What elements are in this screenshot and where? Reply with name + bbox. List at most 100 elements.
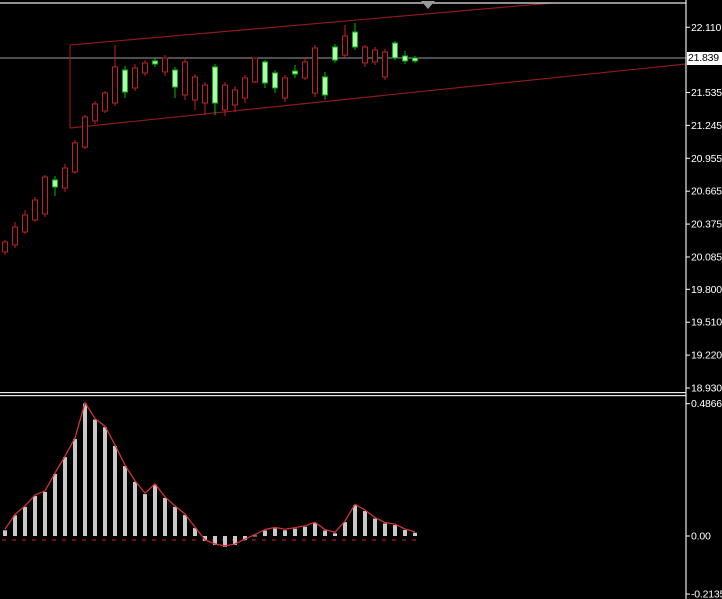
signal-line xyxy=(4,401,416,547)
price-axis-label: 20.955 xyxy=(691,153,722,165)
histogram-bar xyxy=(113,445,117,536)
candle-bearish xyxy=(22,214,28,233)
histogram-bar xyxy=(133,481,137,536)
price-axis-label: 21.245 xyxy=(691,120,722,132)
histogram-bar xyxy=(343,522,347,536)
histogram-bar xyxy=(363,510,367,536)
indicator-axis-label: -0.2135 xyxy=(691,589,722,599)
candle-bearish xyxy=(382,51,388,78)
candle-bearish xyxy=(192,76,198,101)
candle-bearish xyxy=(32,199,38,221)
candle-bearish xyxy=(62,167,68,189)
histogram-bar xyxy=(223,536,227,547)
histogram-bar xyxy=(123,466,127,536)
candle-bearish xyxy=(222,84,228,111)
histogram-bar xyxy=(93,419,97,536)
histogram-bar xyxy=(393,525,397,536)
histogram-bar xyxy=(183,515,187,536)
histogram-bar xyxy=(43,491,47,536)
histogram-bar xyxy=(413,532,417,536)
candle-bearish xyxy=(42,176,48,215)
histogram-bar xyxy=(233,536,237,545)
candle-bullish xyxy=(332,46,338,61)
histogram-bar xyxy=(213,536,217,545)
candle-bearish xyxy=(2,241,8,253)
candle-bullish xyxy=(172,69,178,88)
panel-divider[interactable] xyxy=(0,395,686,397)
candle-bearish xyxy=(232,89,238,106)
price-axis-label: 20.665 xyxy=(691,186,722,198)
histogram-bar xyxy=(143,494,147,536)
candle-bullish xyxy=(392,42,398,59)
histogram-bar xyxy=(353,505,357,536)
candle-bullish xyxy=(52,179,58,188)
candle-bullish xyxy=(272,72,278,89)
histogram-bar xyxy=(203,536,207,541)
histogram-bar xyxy=(53,473,57,536)
candle-bearish xyxy=(132,67,138,89)
candle-bearish xyxy=(282,77,288,99)
histogram-bar xyxy=(293,528,297,536)
candle-bullish xyxy=(352,31,358,48)
histogram-bar xyxy=(153,484,157,536)
histogram-bar xyxy=(103,427,107,536)
price-axis-label: 18.930 xyxy=(691,382,722,394)
histogram-bar xyxy=(173,506,177,536)
histogram-bar xyxy=(163,497,167,536)
panel-divider[interactable] xyxy=(0,392,686,394)
histogram-bar xyxy=(333,533,337,536)
indicator-axis-label: 0.4866 xyxy=(691,398,722,410)
candle-bearish xyxy=(362,46,368,64)
histogram-bar xyxy=(83,403,87,536)
histogram-bar xyxy=(373,518,377,536)
candle-bullish xyxy=(152,60,158,65)
candle-bearish xyxy=(312,47,318,94)
candle-bearish xyxy=(372,49,378,63)
candle-bullish xyxy=(402,55,408,62)
histogram-bar xyxy=(383,523,387,536)
candle-bullish xyxy=(322,76,328,96)
candle-bearish xyxy=(252,57,258,83)
price-axis-label: 19.510 xyxy=(691,317,722,329)
price-axis-label: 19.220 xyxy=(691,350,722,362)
histogram-bar xyxy=(403,530,407,536)
candle-bearish xyxy=(112,66,118,104)
current-price-tag: 21.839 xyxy=(687,52,722,65)
candle-bullish xyxy=(122,69,128,93)
histogram-bar xyxy=(193,528,197,536)
chart-shift-marker-icon xyxy=(421,1,435,9)
candle-bearish xyxy=(202,84,208,104)
main-chart-area[interactable] xyxy=(0,0,686,392)
histogram-bar xyxy=(243,536,247,541)
candle-bullish xyxy=(212,66,218,104)
candle-bullish xyxy=(262,61,268,84)
candle-bearish xyxy=(342,35,348,56)
indicator-panel-area[interactable] xyxy=(0,396,686,599)
histogram-bar xyxy=(253,535,257,537)
price-axis-label: 22.110 xyxy=(691,22,721,34)
candle-bearish xyxy=(182,61,188,96)
candle-bearish xyxy=(82,116,88,148)
candle-bearish xyxy=(12,226,18,246)
histogram-bar xyxy=(303,526,307,536)
histogram-bar xyxy=(273,528,277,536)
histogram-bar xyxy=(263,530,267,536)
price-axis-label: 19.800 xyxy=(691,284,722,296)
histogram-bar xyxy=(13,515,17,536)
histogram-bar xyxy=(63,457,67,536)
candle-bearish xyxy=(162,57,168,73)
candle-bearish xyxy=(142,62,148,74)
candle-bearish xyxy=(302,61,308,79)
indicator-axis-label: 0.00 xyxy=(691,531,711,543)
candle-bearish xyxy=(92,103,98,122)
candle-bullish xyxy=(292,70,298,75)
histogram-bar xyxy=(33,496,37,536)
price-axis-label: 20.375 xyxy=(691,219,722,231)
histogram-bar xyxy=(73,438,77,536)
lower-channel-line xyxy=(69,63,687,129)
histogram-bar xyxy=(283,530,287,536)
candle-bullish xyxy=(412,57,418,62)
price-axis[interactable] xyxy=(687,0,722,599)
